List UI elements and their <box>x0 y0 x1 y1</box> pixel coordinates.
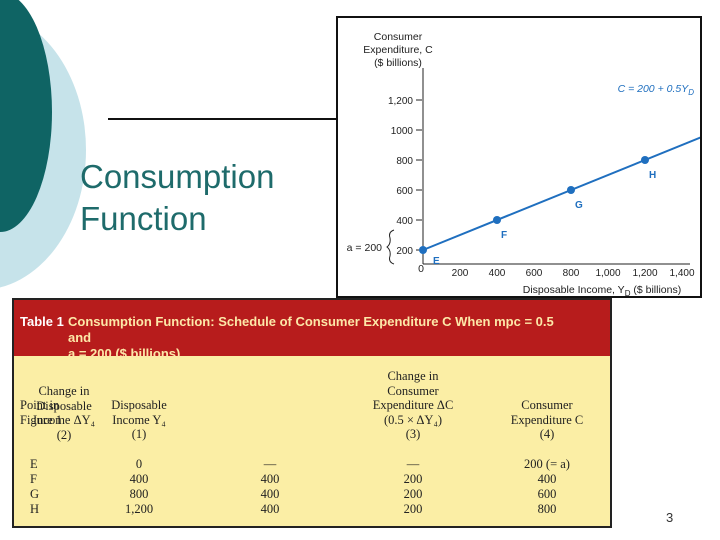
point-label-g: G <box>575 200 583 211</box>
y-tick-label: 1,200 <box>388 96 413 107</box>
col-header-line: Consumer <box>521 398 573 412</box>
intercept-label: a = 200 <box>347 242 382 254</box>
col-header-line: Figure 1 <box>20 412 63 427</box>
consumption-table: Table 1 Consumption Function: Schedule o… <box>12 298 612 528</box>
table-cell: 200 <box>403 487 423 501</box>
x-tick-label: 1,400 <box>669 268 694 279</box>
table-cell: 1,200 <box>124 502 154 516</box>
y-axis-title-line3: ($ billions) <box>374 57 422 69</box>
col-header-expenditure: Consumer Expenditure C (4) <box>492 398 602 442</box>
line-equation-sub: D <box>688 88 694 97</box>
col-header-change-income: Change in Disposable Income ΔY₄ (2) <box>14 384 114 442</box>
table-cell: E <box>30 457 38 471</box>
y-tick-label: 600 <box>396 186 413 197</box>
x-tick-label: 600 <box>526 268 543 279</box>
line-equation: C = 200 + 0.5YD <box>618 83 695 97</box>
table-cell: — <box>406 457 420 471</box>
col-header-line: Change in <box>387 369 439 383</box>
col-header-line: (0.5 × ΔY₄) <box>384 412 442 427</box>
col-header-line: Income Y₄ <box>112 412 166 427</box>
x-axis-title: Disposable Income, YD ($ billions) <box>523 284 682 296</box>
col-header-point: Point in Figure 1 <box>20 398 90 427</box>
y-axis-title-line2: Expenditure, C <box>363 44 433 56</box>
table-cell: 600 <box>537 487 557 501</box>
col-header-line: Expenditure ΔC <box>372 398 454 412</box>
title-divider <box>108 118 340 120</box>
col-header-line: Point in <box>20 398 60 412</box>
y-tick-label: 800 <box>396 156 413 167</box>
line-equation-main: C = 200 + 0.5Y <box>618 83 690 95</box>
intercept-brace <box>386 229 395 265</box>
x-tick-label: 400 <box>489 268 506 279</box>
table-cell: 400 <box>537 472 557 486</box>
col-header-line: Consumer <box>387 383 439 398</box>
table-cell: 200 (= a) <box>524 457 570 471</box>
table-title-line1: Consumption Function: Schedule of Consum… <box>68 314 554 345</box>
table-cell: 800 <box>129 487 149 501</box>
table-label: Table 1 <box>20 314 64 329</box>
point-marker-h <box>641 156 649 164</box>
chart-svg: 200 400 600 800 1000 1,200 200 400 600 800 1,000 1,… <box>347 31 700 296</box>
col-header-income: Disposable Income Y₄ (1) <box>94 398 184 442</box>
col-header-line: (4) <box>539 427 555 441</box>
table-cell: — <box>263 457 277 471</box>
col-header-line: Change in <box>38 384 90 398</box>
col-header-line: Income ΔY₄ <box>32 413 96 427</box>
y-tick-label: 1000 <box>391 126 414 137</box>
col-header-change-expenditure: Change in Consumer Expenditure ΔC (0.5 ×… <box>348 369 478 442</box>
table-cell: G <box>30 487 40 501</box>
table-cell: 0 <box>135 457 143 471</box>
table-cell: 400 <box>129 472 149 486</box>
x-axis-title-unit: ($ billions) <box>630 284 681 296</box>
consumption-chart: 200 400 600 800 1000 1,200 200 400 600 800 1,000 1,… <box>336 16 702 298</box>
y-axis-title-line1: Consumer <box>374 31 423 43</box>
x-tick-label: 800 <box>563 268 580 279</box>
y-tick-label: 200 <box>396 246 413 257</box>
table-title-line2: a = 200 ($ billions) <box>68 346 181 361</box>
slide-title-line2: Function <box>80 200 207 237</box>
col-header-line: (3) <box>405 427 421 441</box>
point-marker-g <box>567 186 575 194</box>
point-marker-e <box>419 246 427 254</box>
x-tick-label: 200 <box>452 268 469 279</box>
table-cell: F <box>30 472 37 486</box>
table-cell: H <box>30 502 40 516</box>
slide-title: Consumption Function <box>80 156 320 240</box>
table-header-bar: Table 1 Consumption Function: Schedule o… <box>14 300 610 361</box>
table-title: Consumption Function: Schedule of Consum… <box>68 314 568 362</box>
col-header-line: Disposable <box>36 398 92 413</box>
point-label-h: H <box>649 170 656 181</box>
y-tick-label: 400 <box>396 216 413 227</box>
x-axis-title-main: Disposable Income, Y <box>523 284 625 296</box>
table-cell: 400 <box>260 472 280 486</box>
table-cell: 200 <box>403 502 423 516</box>
point-label-f: F <box>501 230 507 241</box>
table-cell: 800 <box>537 502 557 516</box>
table-cell: 200 <box>403 472 423 486</box>
consumption-line <box>422 136 700 251</box>
point-marker-f <box>493 216 501 224</box>
x-tick-label: 1,000 <box>595 268 620 279</box>
page-number: 3 <box>666 510 674 525</box>
origin-label: 0 <box>418 263 424 275</box>
col-header-line: Disposable <box>111 398 167 412</box>
table-cell: 400 <box>260 502 280 516</box>
slide-title-line1: Consumption <box>80 158 275 195</box>
col-header-line: (2) <box>56 427 72 442</box>
col-header-line: (1) <box>131 427 147 441</box>
decor-dark-ellipse <box>0 0 52 232</box>
table-cell: 400 <box>260 487 280 501</box>
point-label-e: E <box>433 256 440 267</box>
x-tick-label: 1,200 <box>632 268 657 279</box>
x-axis-title-sub: D <box>625 289 631 296</box>
col-header-line: Expenditure C <box>510 412 584 427</box>
